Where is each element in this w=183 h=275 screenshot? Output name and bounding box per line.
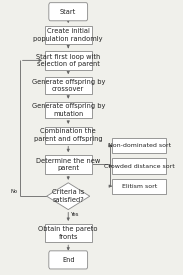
FancyBboxPatch shape	[49, 3, 88, 21]
FancyBboxPatch shape	[45, 77, 92, 94]
Text: Start first loop with
selection of parent: Start first loop with selection of paren…	[36, 54, 100, 67]
Text: Create initial
population randomly: Create initial population randomly	[33, 29, 103, 42]
Text: Elitism sort: Elitism sort	[122, 184, 157, 189]
Text: Determine the new
parent: Determine the new parent	[36, 158, 100, 171]
FancyBboxPatch shape	[45, 127, 92, 144]
FancyBboxPatch shape	[45, 102, 92, 118]
Text: Criteria is
satisfied?: Criteria is satisfied?	[52, 189, 84, 203]
Text: Generate offspring by
mutation: Generate offspring by mutation	[31, 103, 105, 117]
FancyBboxPatch shape	[45, 26, 92, 45]
Text: Non-dominated sort: Non-dominated sort	[108, 143, 171, 148]
Text: Start: Start	[60, 9, 76, 15]
Text: No: No	[11, 189, 18, 194]
FancyBboxPatch shape	[45, 51, 92, 70]
Text: Combination the
parent and offspring: Combination the parent and offspring	[34, 128, 102, 142]
FancyBboxPatch shape	[112, 138, 166, 153]
Text: Yes: Yes	[71, 212, 79, 217]
FancyBboxPatch shape	[112, 178, 166, 194]
FancyBboxPatch shape	[49, 251, 88, 269]
Text: Obtain the pareto
fronts: Obtain the pareto fronts	[38, 226, 98, 240]
Polygon shape	[47, 183, 90, 210]
Text: Crowded distance sort: Crowded distance sort	[104, 164, 175, 169]
FancyBboxPatch shape	[45, 155, 92, 174]
FancyBboxPatch shape	[45, 224, 92, 242]
FancyBboxPatch shape	[112, 158, 166, 174]
Text: Generate offspring by
crossover: Generate offspring by crossover	[31, 79, 105, 92]
Text: End: End	[62, 257, 74, 263]
